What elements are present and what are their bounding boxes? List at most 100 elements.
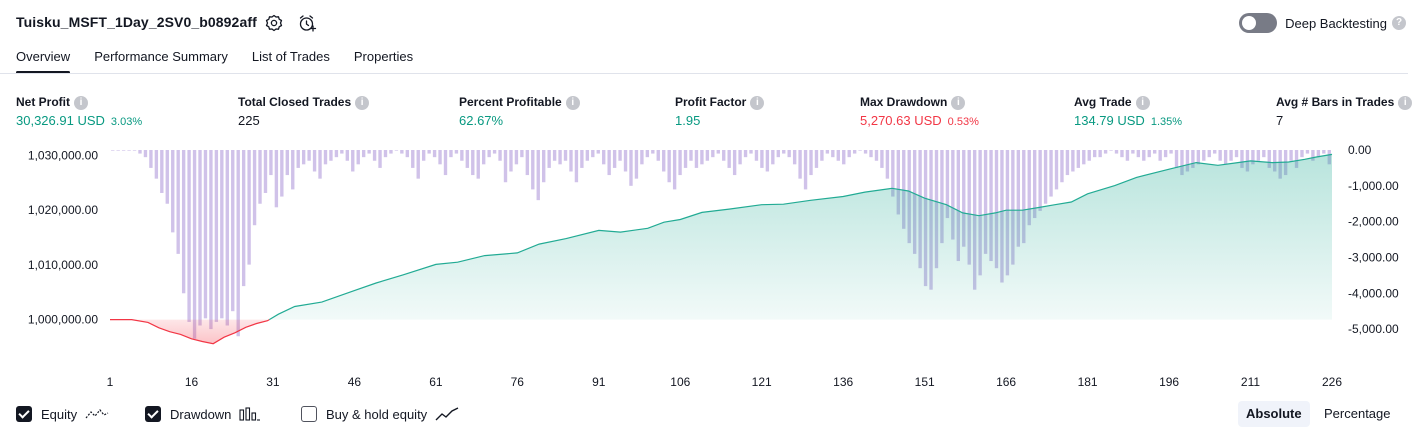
drawdown-bar <box>836 150 840 161</box>
absolute-mode-button[interactable]: Absolute <box>1238 401 1310 427</box>
drawdown-bar <box>389 150 393 154</box>
drawdown-bar <box>247 150 251 265</box>
alert-clock-icon[interactable] <box>297 13 317 33</box>
drawdown-checkbox[interactable] <box>145 406 161 422</box>
drawdown-bar <box>312 150 317 172</box>
equity-label: Equity <box>41 406 78 422</box>
report-tabs: Overview Performance Summary List of Tra… <box>16 46 437 74</box>
deep-backtesting-toggle[interactable] <box>1239 13 1278 33</box>
left-axis-tick-label: 1,030,000.00 <box>28 149 98 163</box>
drawdown-bar <box>372 150 377 161</box>
drawdown-bar <box>280 150 284 197</box>
drawdown-toggle[interactable]: Drawdown <box>145 404 261 424</box>
drawdown-bar <box>394 150 399 151</box>
drawdown-bar <box>121 150 126 151</box>
info-icon[interactable]: i <box>1135 95 1150 110</box>
settings-gear-icon[interactable] <box>264 13 284 33</box>
drawdown-bar <box>160 150 164 193</box>
drawdown-bar <box>803 150 808 190</box>
drawdown-bar <box>1300 150 1304 158</box>
drawdown-bar <box>340 150 344 154</box>
drawdown-bar <box>438 150 442 165</box>
buy-hold-toggle[interactable]: Buy & hold equity <box>301 404 459 424</box>
drawdown-bar <box>1049 150 1053 197</box>
right-axis-tick-label: -1,000.00 <box>1348 179 1399 193</box>
stat-percent-profitable: Percent Profitable i 62.67% <box>459 94 580 129</box>
equity-drawdown-chart[interactable]: 1,030,000.00 1,020,000.00 1,010,000.00 1,00… <box>0 140 1424 390</box>
x-axis-tick-label: 196 <box>1159 375 1179 389</box>
drawdown-bar <box>536 150 540 201</box>
drawdown-bar <box>891 150 895 197</box>
right-axis-tick-label: -4,000.00 <box>1348 286 1399 300</box>
drawdown-bar <box>258 150 262 204</box>
equity-line-loss <box>110 319 270 345</box>
drawdown-bar <box>1071 150 1075 172</box>
drawdown-label: Drawdown <box>170 406 232 422</box>
drawdown-bar <box>1016 150 1021 247</box>
drawdown-bar <box>443 150 448 176</box>
drawdown-bar <box>574 150 579 183</box>
drawdown-bar <box>356 150 360 165</box>
deep-backtesting-info-icon[interactable]: ? <box>1392 16 1406 30</box>
drawdown-bar <box>487 150 491 158</box>
drawdown-bar <box>842 150 846 165</box>
drawdown-bar <box>569 150 573 172</box>
drawdown-bar <box>111 150 115 151</box>
drawdown-bar <box>138 150 142 154</box>
tab-performance-summary[interactable]: Performance Summary <box>94 49 228 64</box>
drawdown-bar <box>1158 150 1162 161</box>
info-icon[interactable]: i <box>565 95 580 110</box>
info-icon[interactable]: i <box>1398 95 1413 110</box>
info-icon[interactable]: i <box>951 95 966 110</box>
info-icon[interactable]: i <box>750 95 765 110</box>
stat-label: Total Closed Trades <box>238 95 352 109</box>
percentage-mode-button[interactable]: Percentage <box>1324 406 1391 421</box>
drawdown-bar <box>416 150 420 179</box>
drawdown-bar <box>1207 150 1211 158</box>
equity-checkbox[interactable] <box>16 406 32 422</box>
drawdown-bar <box>1251 150 1255 165</box>
drawdown-bar <box>263 150 268 193</box>
x-axis-tick-label: 166 <box>996 375 1016 389</box>
drawdown-bar <box>754 150 759 161</box>
tab-overview[interactable]: Overview <box>16 46 71 74</box>
stat-label: Percent Profitable <box>459 95 562 109</box>
info-icon[interactable]: i <box>355 95 370 110</box>
drawdown-bar <box>1125 150 1130 161</box>
drawdown-bar <box>220 150 224 319</box>
drawdown-bar <box>607 150 611 176</box>
info-icon[interactable]: i <box>74 95 88 110</box>
equity-toggle[interactable]: Equity <box>16 404 109 424</box>
drawdown-bar <box>694 150 699 168</box>
drawdown-bar <box>1229 150 1233 161</box>
drawdown-bar <box>1169 150 1173 154</box>
drawdown-bar <box>869 150 873 158</box>
drawdown-bar <box>411 150 415 168</box>
drawdown-bar <box>896 150 900 215</box>
drawdown-bar <box>989 150 993 262</box>
stat-max-drawdown: Max Drawdown i 5,270.63 USD 0.53% <box>860 94 979 129</box>
left-axis-tick-label: 1,000,000.00 <box>28 313 98 327</box>
drawdown-bar <box>198 150 202 326</box>
tab-properties[interactable]: Properties <box>353 49 414 64</box>
x-axis: 1 16 31 46 61 76 91 106 121 136 151 166 181 196 211 226 <box>107 375 1343 389</box>
drawdown-bar <box>782 150 786 154</box>
drawdown-bar <box>1289 150 1293 161</box>
drawdown-bar <box>1131 150 1135 154</box>
tab-list-of-trades[interactable]: List of Trades <box>251 49 330 64</box>
drawdown-bar <box>181 150 186 294</box>
drawdown-bar <box>1027 150 1031 226</box>
left-axis: 1,030,000.00 1,020,000.00 1,010,000.00 1,00… <box>28 149 98 327</box>
drawdown-bar <box>323 150 328 165</box>
drawdown-bar <box>367 150 371 154</box>
stat-label: Profit Factor <box>675 95 747 109</box>
drawdown-bar <box>274 150 279 208</box>
drawdown-bar <box>814 150 819 168</box>
drawdown-bar <box>143 150 148 158</box>
buy-hold-checkbox[interactable] <box>301 406 317 422</box>
drawdown-bar <box>591 150 595 158</box>
toggle-knob <box>1242 16 1257 30</box>
drawdown-bar <box>956 150 960 262</box>
equity-line-icon <box>85 409 109 419</box>
drawdown-bar <box>552 150 557 161</box>
